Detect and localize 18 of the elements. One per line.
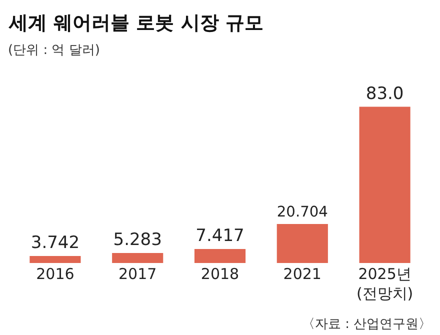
x-tick-label: 2017 xyxy=(118,265,157,283)
bar xyxy=(359,106,410,263)
data-label: 5.283 xyxy=(113,230,162,250)
data-label: 7.417 xyxy=(196,226,244,246)
x-tick-label: 2025년 (전망치) xyxy=(356,265,414,302)
x-tick-label: 2016 xyxy=(36,265,74,283)
bar xyxy=(112,253,164,263)
x-tick-label: 2021 xyxy=(283,265,322,283)
chart-subtitle: (단위 : 억 달러) xyxy=(8,43,100,58)
bar xyxy=(194,249,246,263)
chart-title: 세계 웨어러블 로봇 시장 규모 xyxy=(8,12,264,34)
data-label: 83.0 xyxy=(366,84,404,104)
x-tick-label: 2018 xyxy=(200,265,240,283)
data-label: 20.704 xyxy=(276,204,328,221)
data-label: 3.742 xyxy=(30,232,80,253)
bar xyxy=(30,256,81,263)
bar xyxy=(276,224,328,263)
text: 〈자료 : 산업연구원〉 xyxy=(302,317,432,332)
